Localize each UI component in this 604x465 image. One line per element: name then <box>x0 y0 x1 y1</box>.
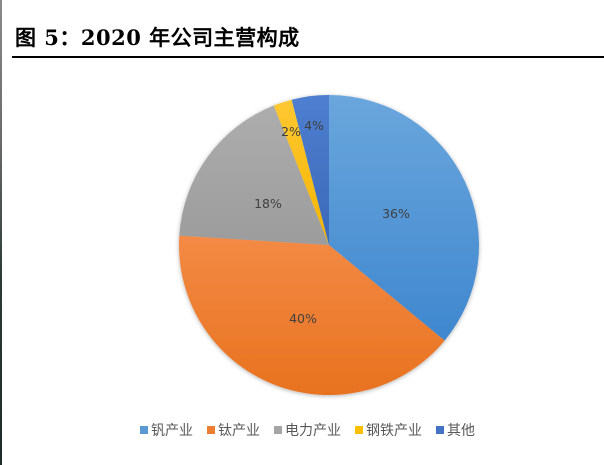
slice-vanadium <box>329 95 479 341</box>
legend-item-vanadium: 钒产业 <box>140 420 193 440</box>
pie-chart: 36% 40% 18% 2% 4% <box>179 95 479 395</box>
slice-titanium <box>179 235 445 395</box>
slice-steel <box>273 99 329 245</box>
slice-label-power: 18% <box>254 196 282 211</box>
legend-label: 钛产业 <box>218 423 260 439</box>
legend-swatch-icon <box>274 426 282 434</box>
legend-swatch-icon <box>140 426 148 434</box>
slice-label-vanadium: 36% <box>382 206 410 221</box>
legend-label: 其他 <box>447 423 475 439</box>
slice-label-steel: 2% <box>281 124 301 139</box>
legend-label: 钒产业 <box>151 423 193 439</box>
slice-power <box>179 105 329 245</box>
chart-area: 36% 40% 18% 2% 4% 钒产业 钛产业 电力产业 钢铁产业 其他 <box>0 60 604 465</box>
legend-item-steel: 钢铁产业 <box>355 420 422 440</box>
figure-title: 图 5：2020 年公司主营构成 <box>15 25 300 50</box>
legend-item-other: 其他 <box>436 420 475 440</box>
legend-swatch-icon <box>355 426 363 434</box>
chart-legend: 钒产业 钛产业 电力产业 钢铁产业 其他 <box>140 420 475 440</box>
page-left-border <box>0 0 2 465</box>
slice-other <box>291 95 329 245</box>
legend-label: 钢铁产业 <box>366 423 422 439</box>
slice-label-titanium: 40% <box>289 311 317 326</box>
pie-slices <box>179 95 479 395</box>
title-underline <box>12 56 604 58</box>
legend-label: 电力产业 <box>285 423 341 439</box>
legend-item-power: 电力产业 <box>274 420 341 440</box>
legend-swatch-icon <box>207 426 215 434</box>
legend-item-titanium: 钛产业 <box>207 420 260 440</box>
legend-swatch-icon <box>436 426 444 434</box>
slice-label-other: 4% <box>304 118 324 133</box>
